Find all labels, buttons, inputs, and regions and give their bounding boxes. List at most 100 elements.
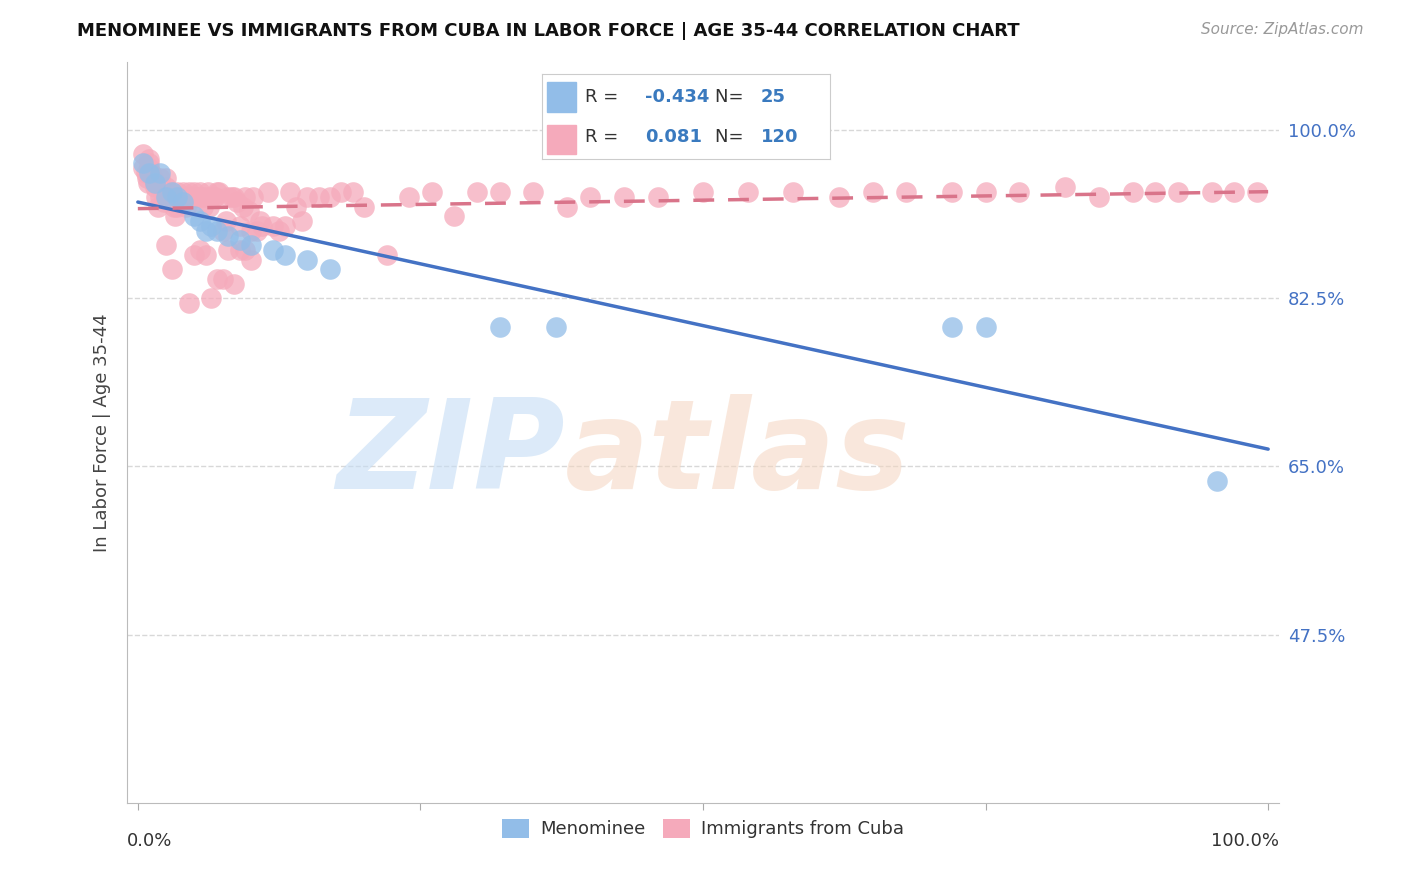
Point <box>544 319 567 334</box>
Point <box>197 186 219 200</box>
Point <box>233 243 256 257</box>
Point <box>200 219 222 233</box>
Point <box>222 190 245 204</box>
Point <box>159 186 181 200</box>
Point <box>208 186 231 200</box>
Point <box>375 248 398 262</box>
Point <box>166 190 188 204</box>
Point <box>217 228 239 243</box>
Point <box>319 262 342 277</box>
Point <box>200 190 222 204</box>
Point <box>737 186 759 200</box>
Point <box>217 190 239 204</box>
Point <box>579 190 602 204</box>
Point <box>194 224 217 238</box>
Point <box>308 190 330 204</box>
Point <box>198 200 221 214</box>
Point <box>862 186 884 200</box>
Point <box>330 186 353 200</box>
Point <box>205 224 228 238</box>
Point <box>420 186 443 200</box>
Point <box>443 209 465 223</box>
Point <box>226 194 249 209</box>
Point <box>205 186 228 200</box>
Point <box>398 190 420 204</box>
Point <box>177 186 200 200</box>
Point <box>183 209 205 223</box>
Point <box>1201 186 1223 200</box>
Point <box>217 243 239 257</box>
Point <box>613 190 636 204</box>
Point <box>941 319 963 334</box>
Point <box>179 190 201 204</box>
Legend: Menominee, Immigrants from Cuba: Menominee, Immigrants from Cuba <box>495 812 911 846</box>
Point <box>138 156 160 170</box>
Text: ZIP: ZIP <box>336 394 565 516</box>
Point <box>188 186 211 200</box>
Point <box>256 186 278 200</box>
Point <box>1144 186 1167 200</box>
Point <box>149 190 172 204</box>
Point <box>1008 186 1031 200</box>
Point <box>135 170 157 185</box>
Point <box>194 248 217 262</box>
Point <box>242 190 264 204</box>
Point <box>191 190 214 204</box>
Point <box>145 190 167 204</box>
Text: atlas: atlas <box>565 394 911 516</box>
Point <box>202 190 225 204</box>
Point <box>157 190 180 204</box>
Point <box>138 166 160 180</box>
Point <box>160 190 183 204</box>
Point <box>132 161 155 176</box>
Point <box>280 186 302 200</box>
Point <box>232 200 254 214</box>
Point <box>153 194 176 209</box>
Point <box>177 295 200 310</box>
Y-axis label: In Labor Force | Age 35-44: In Labor Force | Age 35-44 <box>93 313 111 552</box>
Point <box>172 186 194 200</box>
Point <box>155 170 177 185</box>
Point <box>297 252 319 267</box>
Text: Source: ZipAtlas.com: Source: ZipAtlas.com <box>1201 22 1364 37</box>
Point <box>522 186 544 200</box>
Point <box>239 224 262 238</box>
Point <box>138 152 160 166</box>
Point <box>200 291 222 305</box>
Point <box>1206 474 1229 488</box>
Point <box>132 156 155 170</box>
Point <box>782 186 804 200</box>
Point <box>143 180 166 194</box>
Point <box>647 190 669 204</box>
Point <box>274 248 297 262</box>
Point <box>188 214 211 228</box>
Point <box>233 190 256 204</box>
Point <box>238 204 260 219</box>
Point <box>155 190 177 204</box>
Point <box>194 190 217 204</box>
Text: 100.0%: 100.0% <box>1212 832 1279 850</box>
Point <box>148 200 170 214</box>
Point <box>166 186 188 200</box>
Point <box>172 190 194 204</box>
Point <box>285 200 308 214</box>
Text: 0.0%: 0.0% <box>127 832 172 850</box>
Point <box>1121 186 1143 200</box>
Point <box>269 224 291 238</box>
Point <box>222 277 245 291</box>
Point <box>245 224 267 238</box>
Point <box>163 200 186 214</box>
Point <box>149 170 172 185</box>
Point <box>143 176 166 190</box>
Point <box>174 194 197 209</box>
Point <box>228 243 250 257</box>
Point <box>149 166 172 180</box>
Point <box>143 176 166 190</box>
Text: MENOMINEE VS IMMIGRANTS FROM CUBA IN LABOR FORCE | AGE 35-44 CORRELATION CHART: MENOMINEE VS IMMIGRANTS FROM CUBA IN LAB… <box>77 22 1019 40</box>
Point <box>1087 190 1109 204</box>
Point <box>297 190 319 204</box>
Point <box>896 186 918 200</box>
Point <box>827 190 849 204</box>
Point <box>1246 186 1268 200</box>
Point <box>974 319 997 334</box>
